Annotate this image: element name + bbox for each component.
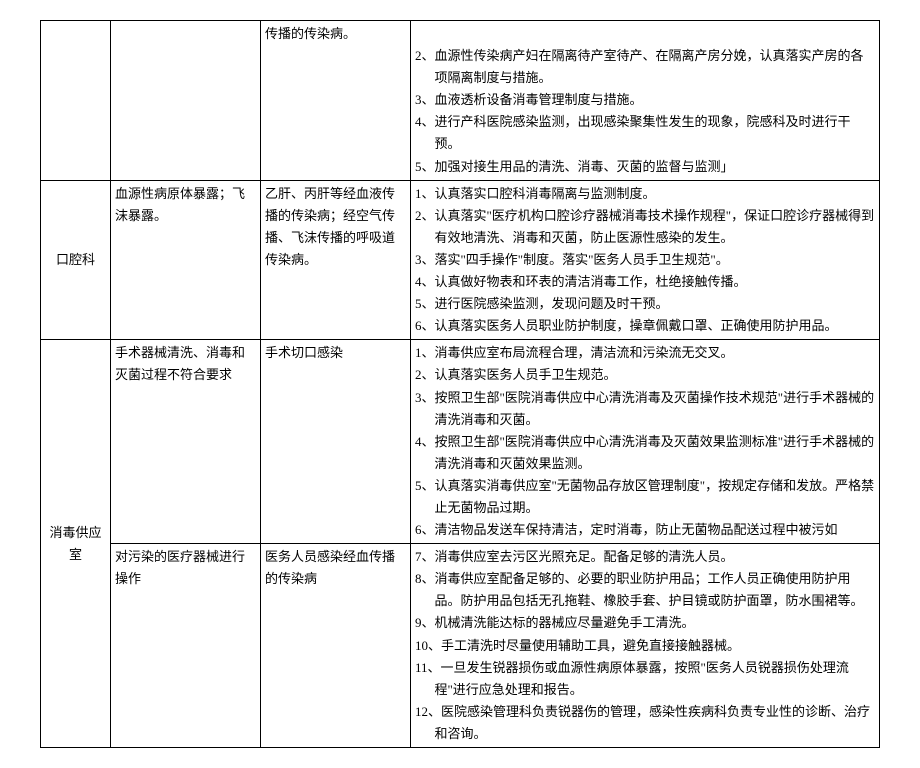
measures-cell: 7、消毒供应室去污区光照充足。配备足够的清洗人员。8、消毒供应室配备足够的、必要… — [411, 544, 880, 748]
list-item: 11、一旦发生锐器损伤或血源性病原体暴露，按照"医务人员锐器损伤处理流程"进行应… — [415, 657, 875, 701]
disease-cell: 医务人员感染经血传播的传染病 — [261, 544, 411, 748]
dept-cell: 消毒供应室 — [41, 340, 111, 748]
risk-cell — [111, 21, 261, 181]
list-item: 4、认真做好物表和环表的清洁消毒工作，杜绝接触传播。 — [415, 271, 875, 293]
measures-cell: 1、认真落实口腔科消毒隔离与监测制度。2、认真落实"医疗机构口腔诊疗器械消毒技术… — [411, 180, 880, 340]
list-item: 6、清洁物品发送车保持清洁，定时消毒，防止无菌物品配送过程中被污如 — [415, 519, 875, 541]
list-item: 1、消毒供应室布局流程合理，清洁流和污染流无交叉。 — [415, 342, 875, 364]
risk-cell: 血源性病原体暴露；飞沫暴露。 — [111, 180, 261, 340]
list-item: 3、按照卫生部"医院消毒供应中心清洗消毒及灭菌操作技术规范"进行手术器械的清洗消… — [415, 387, 875, 431]
list-item: 5、加强对接生用品的清洗、消毒、灭菌的监督与监测」 — [415, 156, 875, 178]
disease-cell: 手术切口感染 — [261, 340, 411, 544]
list-item: 7、消毒供应室去污区光照充足。配备足够的清洗人员。 — [415, 546, 875, 568]
dept-cell — [41, 21, 111, 181]
measures-cell: 1、消毒供应室布局流程合理，清洁流和污染流无交叉。2、认真落实医务人员手卫生规范… — [411, 340, 880, 544]
disease-cell: 乙肝、丙肝等经血液传播的传染病；经空气传播、飞沫传播的呼吸道传染病。 — [261, 180, 411, 340]
list-item: 2、血源性传染病产妇在隔离待产室待产、在隔离产房分娩，认真落实产房的各项隔离制度… — [415, 45, 875, 89]
list-item: 4、按照卫生部"医院消毒供应中心清洗消毒及灭菌效果监测标准"进行手术器械的清洗消… — [415, 431, 875, 475]
dept-cell: 口腔科 — [41, 180, 111, 340]
measures-cell: 2、血源性传染病产妇在隔离待产室待产、在隔离产房分娩，认真落实产房的各项隔离制度… — [411, 21, 880, 181]
list-item: 6、认真落实医务人员职业防护制度，操章佩戴口罩、正确使用防护用品。 — [415, 315, 875, 337]
list-item: 5、进行医院感染监测，发现问题及时干预。 — [415, 293, 875, 315]
list-item: 8、消毒供应室配备足够的、必要的职业防护用品；工作人员正确使用防护用品。防护用品… — [415, 568, 875, 612]
risk-cell: 手术器械清洗、消毒和灭菌过程不符合要求 — [111, 340, 261, 544]
list-item: 3、血液透析设备消毒管理制度与措施。 — [415, 89, 875, 111]
list-item: 1、认真落实口腔科消毒隔离与监测制度。 — [415, 183, 875, 205]
list-item: 12、医院感染管理科负责锐器伤的管理，感染性疾病科负责专业性的诊断、治疗和咨询。 — [415, 701, 875, 745]
list-item: 2、认真落实"医疗机构口腔诊疗器械消毒技术操作规程"，保证口腔诊疗器械得到有效地… — [415, 205, 875, 249]
list-item: 3、落实"四手操作"制度。落实"医务人员手卫生规范"。 — [415, 249, 875, 271]
list-item: 9、机械清洗能达标的器械应尽量避免手工清洗。 — [415, 612, 875, 634]
list-item: 4、进行产科医院感染监测，出现感染聚集性发生的现象，院感科及时进行干预。 — [415, 111, 875, 155]
risk-cell: 对污染的医疗器械进行操作 — [111, 544, 261, 748]
list-item: 2、认真落实医务人员手卫生规范。 — [415, 364, 875, 386]
disease-cell: 传播的传染病。 — [261, 21, 411, 181]
list-item: 5、认真落实消毒供应室"无菌物品存放区管理制度"，按规定存储和发放。严格禁止无菌… — [415, 475, 875, 519]
medical-risk-table: 传播的传染病。 2、血源性传染病产妇在隔离待产室待产、在隔离产房分娩，认真落实产… — [40, 20, 880, 748]
list-item: 10、手工清洗时尽量使用辅助工具，避免直接接触器械。 — [415, 635, 875, 657]
